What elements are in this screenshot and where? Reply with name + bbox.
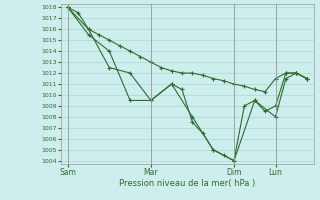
X-axis label: Pression niveau de la mer( hPa ): Pression niveau de la mer( hPa ) xyxy=(119,179,255,188)
